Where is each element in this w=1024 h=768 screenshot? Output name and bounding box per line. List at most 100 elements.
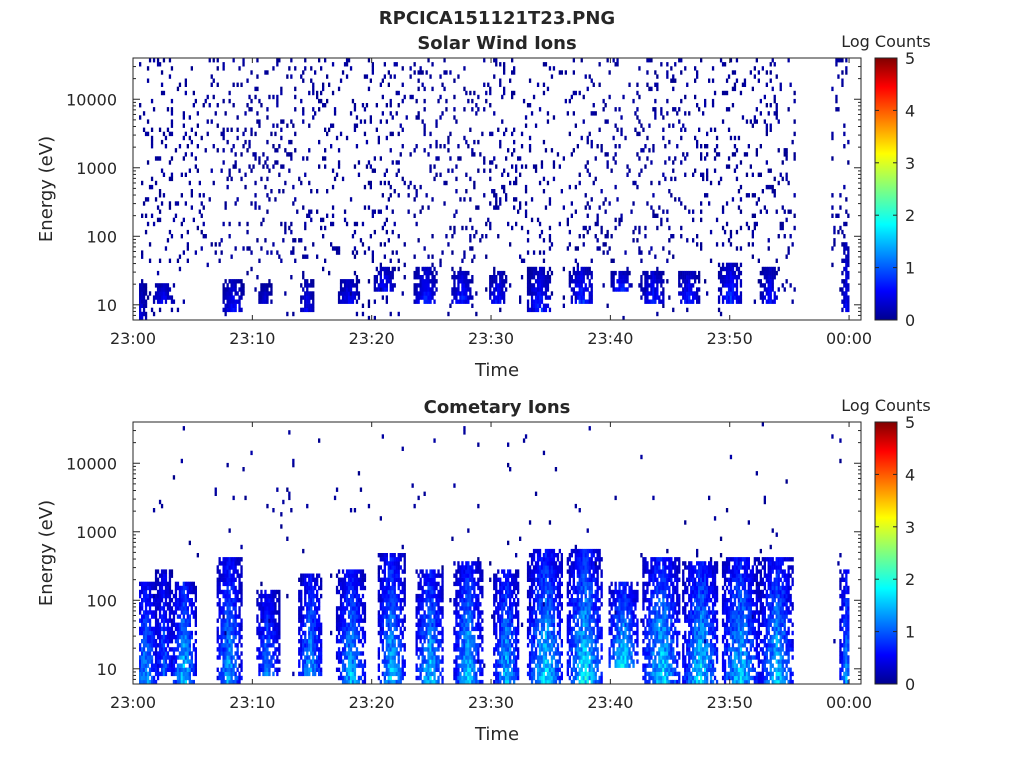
heatmap-cell <box>349 197 353 202</box>
heatmap-cell <box>427 295 430 300</box>
heatmap-cell <box>753 225 756 231</box>
heatmap-cell <box>335 639 339 644</box>
heatmap-cell <box>180 458 183 464</box>
heatmap-cell <box>415 630 418 636</box>
heatmap-cell <box>172 634 176 640</box>
heatmap-cell <box>304 66 307 71</box>
heatmap-cell <box>586 168 589 173</box>
colorbar-tick-label: 2 <box>905 206 915 225</box>
heatmap-cell <box>672 234 675 239</box>
heatmap-cell <box>322 234 325 239</box>
heatmap-cell <box>238 168 241 173</box>
heatmap-cell <box>495 197 498 202</box>
heatmap-cell <box>391 229 394 235</box>
heatmap-cell <box>389 593 392 599</box>
heatmap-cell <box>403 647 406 652</box>
heatmap-cell <box>381 287 384 292</box>
heatmap-cell <box>727 275 731 280</box>
heatmap-cell <box>170 606 174 611</box>
heatmap-cell <box>624 135 627 141</box>
heatmap-cell <box>419 663 422 668</box>
heatmap-cell <box>349 291 353 296</box>
heatmap-cell <box>389 671 392 677</box>
heatmap-cell <box>421 618 424 623</box>
heatmap-cell <box>170 131 174 137</box>
heatmap-cell <box>164 659 168 664</box>
heatmap-cell <box>719 266 723 272</box>
heatmap-cell <box>363 131 367 137</box>
heatmap-cell <box>771 86 774 92</box>
heatmap-cell <box>612 58 615 63</box>
heatmap-cell <box>312 618 315 623</box>
heatmap-cell <box>266 659 269 664</box>
heatmap-cell <box>526 250 530 255</box>
heatmap-cell <box>266 299 269 304</box>
heatmap-cell <box>477 94 480 100</box>
heatmap-cell <box>192 610 195 615</box>
heatmap-cell <box>154 667 158 672</box>
heatmap-cell <box>308 589 311 595</box>
heatmap-cell <box>622 94 625 100</box>
heatmap-cell <box>473 152 476 157</box>
heatmap-cell <box>381 659 384 664</box>
heatmap-cell <box>401 66 404 71</box>
heatmap-cell <box>142 287 146 292</box>
heatmap-cell <box>845 70 848 75</box>
heatmap-cell <box>186 589 189 595</box>
heatmap-cell <box>168 205 172 210</box>
heatmap-cell <box>674 156 677 161</box>
heatmap-cell <box>590 258 593 263</box>
heatmap-cell <box>421 598 424 603</box>
heatmap-cell <box>280 258 283 263</box>
heatmap-cell <box>154 610 158 615</box>
heatmap-cell <box>256 58 259 63</box>
heatmap-cell <box>686 287 689 292</box>
heatmap-cell <box>258 655 261 660</box>
heatmap-cell <box>572 291 575 296</box>
heatmap-cell <box>385 634 388 640</box>
heatmap-cell <box>174 639 178 644</box>
heatmap-cell <box>465 283 468 288</box>
heatmap-cell <box>320 655 323 660</box>
heatmap-cell <box>158 287 162 292</box>
heatmap-cell <box>240 152 243 157</box>
heatmap-cell <box>546 303 550 308</box>
heatmap-cell <box>777 287 780 292</box>
heatmap-cell <box>224 622 227 627</box>
heatmap-cell <box>847 246 850 251</box>
heatmap-cell <box>433 266 436 272</box>
heatmap-cell <box>316 189 319 194</box>
heatmap-cell <box>168 229 172 235</box>
heatmap-cell <box>439 115 442 120</box>
heatmap-cell <box>240 283 243 288</box>
heatmap-cell <box>371 250 374 255</box>
heatmap-cell <box>335 246 339 251</box>
heatmap-cell <box>640 250 643 255</box>
heatmap-cell <box>192 643 195 648</box>
heatmap-cell <box>831 262 834 268</box>
heatmap-cell <box>316 626 319 632</box>
heatmap-cell <box>616 58 619 63</box>
heatmap-cell <box>391 209 394 214</box>
heatmap-cell <box>164 585 168 591</box>
heatmap-cell <box>160 589 164 595</box>
heatmap-cell <box>174 634 178 640</box>
heatmap-cell <box>779 225 782 231</box>
heatmap-cell <box>184 585 187 591</box>
heatmap-cell <box>190 585 193 591</box>
heatmap-cell <box>391 565 394 570</box>
heatmap-cell <box>399 565 402 570</box>
heatmap-cell <box>580 275 583 280</box>
heatmap-cell <box>162 667 166 672</box>
heatmap-cell <box>141 651 144 656</box>
heatmap-cell <box>395 663 398 668</box>
heatmap-cell <box>427 299 430 304</box>
heatmap-cell <box>178 593 182 599</box>
heatmap-cell <box>787 209 790 214</box>
heatmap-cell <box>335 618 339 623</box>
heatmap-cell <box>355 573 359 578</box>
heatmap-cell <box>222 135 225 141</box>
heatmap-cell <box>274 131 277 137</box>
heatmap-cell <box>775 295 778 300</box>
heatmap-cell <box>347 667 351 672</box>
